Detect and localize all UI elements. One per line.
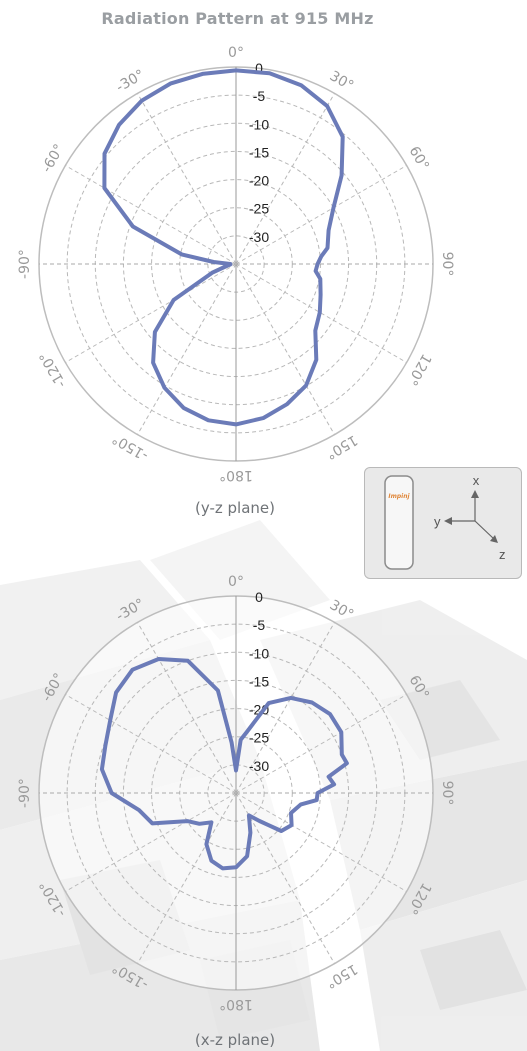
y-axis-label: y xyxy=(434,514,441,529)
chart-title: Radiation Pattern at 915 MHz xyxy=(101,9,374,28)
grid-spoke xyxy=(235,622,335,794)
y-arrowhead-icon xyxy=(444,517,452,525)
grid-spoke xyxy=(137,792,237,964)
grid-spoke xyxy=(235,165,407,265)
grid-spoke xyxy=(137,93,237,265)
grid-spoke xyxy=(65,165,237,265)
ring-label: -25 xyxy=(249,201,269,217)
angle-label: 30° xyxy=(327,597,357,623)
ring-label: -5 xyxy=(253,617,266,633)
z-axis-label: z xyxy=(499,547,506,562)
z-axis-arrow xyxy=(474,520,495,540)
angle-label: 60° xyxy=(406,673,432,703)
ring-label: -30 xyxy=(249,229,269,245)
ring-label: -15 xyxy=(249,673,269,689)
angle-label: 0° xyxy=(228,45,244,61)
ring-label: -15 xyxy=(249,144,269,160)
angle-label: 60° xyxy=(406,144,432,174)
grid-spoke xyxy=(235,263,335,435)
angle-label: 180° xyxy=(219,467,253,483)
impinj-logo-text: Impinj xyxy=(388,493,410,500)
pattern-trace xyxy=(102,68,345,427)
angle-label: 180° xyxy=(219,996,253,1012)
plane-label-yz: (y-z plane) xyxy=(195,499,275,517)
ring-label: -30 xyxy=(249,758,269,774)
grid-spoke xyxy=(235,93,335,265)
grid-spoke xyxy=(137,263,237,435)
angle-label: 30° xyxy=(327,68,357,94)
ring-label: -10 xyxy=(249,116,269,132)
polar-chart-1: 0°30°60°90°120°150°180°-150°-120°-90°-60… xyxy=(17,574,455,1012)
tag-outline xyxy=(384,475,414,570)
ring-label: -20 xyxy=(249,702,269,718)
pattern-trace xyxy=(99,657,349,871)
angle-label: 90° xyxy=(439,252,455,277)
grid-spoke xyxy=(65,792,237,892)
ring-label: -5 xyxy=(253,88,266,104)
ring-label: 0 xyxy=(255,60,263,76)
ring-label: -20 xyxy=(249,173,269,189)
grid-spoke xyxy=(235,694,407,794)
angle-label: -90° xyxy=(17,778,33,808)
grid-spoke xyxy=(235,792,335,964)
grid-spoke xyxy=(65,694,237,794)
ring-label: -10 xyxy=(249,645,269,661)
grid-spoke xyxy=(137,622,237,794)
z-arrowhead-icon xyxy=(490,535,498,543)
grid-spoke xyxy=(65,263,237,363)
angle-label: -90° xyxy=(17,249,33,279)
plane-label-xz: (x-z plane) xyxy=(194,1031,276,1049)
ring-label: 0 xyxy=(255,589,263,605)
angle-label: 90° xyxy=(439,781,455,806)
polar-chart-0: 0°30°60°90°120°150°180°-150°-120°-90°-60… xyxy=(17,45,455,483)
x-arrowhead-icon xyxy=(471,490,479,498)
angle-label: 0° xyxy=(228,574,244,590)
grid-spoke xyxy=(235,792,407,892)
x-axis-label: x xyxy=(473,473,480,488)
orientation-legend: Impinj x y z xyxy=(364,467,522,579)
ring-label: -25 xyxy=(249,730,269,746)
